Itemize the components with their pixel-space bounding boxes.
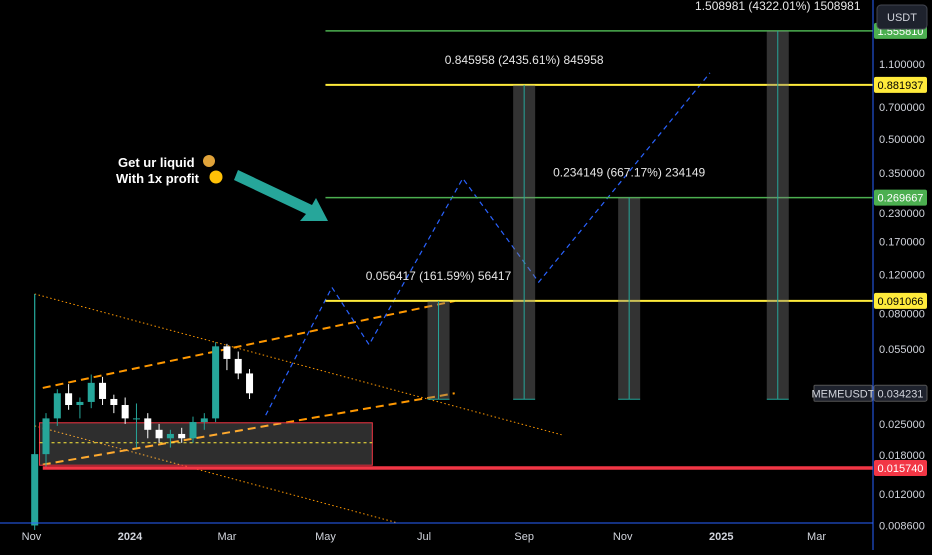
y-tick-label: 0.055000 — [879, 344, 925, 356]
callout-arrow-icon — [234, 170, 328, 221]
y-tick-label: 0.080000 — [879, 308, 925, 320]
candle-body — [155, 429, 163, 439]
currency-button-label[interactable]: USDT — [887, 12, 917, 24]
price-level-tag — [874, 76, 927, 93]
price-level-tag-label: 0.091066 — [878, 296, 924, 308]
y-tick-label: 0.500000 — [879, 134, 925, 146]
channel-lower-line — [34, 425, 401, 523]
y-tick-label: 0.230000 — [879, 208, 925, 220]
candle-body — [65, 393, 73, 406]
candle-body — [132, 418, 140, 420]
candle-body — [31, 454, 39, 526]
price-level-tag — [874, 292, 927, 309]
y-tick-label: 0.170000 — [879, 237, 925, 249]
candle-body — [178, 433, 186, 439]
last-price-tag — [873, 384, 928, 402]
candle-body — [166, 433, 174, 439]
y-tick-label: 1.100000 — [879, 59, 925, 71]
x-tick-label: Sep — [514, 531, 534, 543]
candle-body — [53, 393, 61, 419]
candle-body — [87, 382, 95, 402]
x-tick-label: Mar — [807, 531, 826, 543]
x-tick-label: 2025 — [709, 531, 733, 543]
candle-body — [223, 346, 231, 359]
candle-body — [110, 398, 118, 406]
x-tick-label: 2024 — [118, 531, 143, 543]
projection-path — [265, 72, 711, 416]
range-box — [39, 422, 373, 466]
last-price-label: 0.034231 — [878, 388, 924, 400]
x-tick-label: Nov — [22, 531, 42, 543]
target-label: 1.508981 (4322.01%) 1508981 — [695, 0, 861, 13]
target-label: 0.056417 (161.59%) 56417 — [366, 269, 512, 283]
candles-layer — [31, 293, 254, 530]
x-tick-label: May — [315, 531, 336, 543]
price-level-tag-label: 0.881937 — [878, 80, 924, 92]
y-tick-label: 0.120000 — [879, 270, 925, 282]
channel-upper-line — [34, 293, 564, 436]
symbol-tag — [813, 384, 873, 402]
callout-line-2: With 1x profit — [116, 171, 200, 186]
x-tick-label: Jul — [417, 531, 431, 543]
target-label: 0.234149 (667.17%) 234149 — [553, 166, 705, 180]
candle-body — [42, 418, 50, 455]
candle-body — [200, 418, 208, 423]
price-level-tag-label: 0.015740 — [878, 463, 924, 475]
price-level-tag — [874, 459, 927, 476]
candle-body — [99, 382, 107, 399]
y-tick-label: 0.700000 — [879, 102, 925, 114]
y-tick-label: 0.012000 — [879, 489, 925, 501]
candle-body — [189, 422, 197, 439]
currency-button[interactable] — [876, 4, 928, 30]
callout-layer: Get ur liquid With 1x profit — [116, 155, 328, 221]
price-level-tag-label: 0.269667 — [878, 193, 924, 205]
y-tick-label: 0.008600 — [879, 520, 925, 532]
targets-layer: 0.056417 (161.59%) 56417 0.845958 (2435.6… — [366, 0, 861, 400]
ascending-channel-upper-line — [42, 300, 455, 389]
y-tick-label: 0.350000 — [879, 168, 925, 180]
y-tick-label: 0.018000 — [879, 450, 925, 462]
laughing-face-icon — [209, 170, 223, 184]
x-tick-label: Mar — [217, 531, 236, 543]
trendlines-layer — [34, 72, 711, 523]
candle-body — [212, 346, 220, 419]
ascending-channel-lower-line — [42, 392, 455, 466]
candle-body — [121, 405, 129, 419]
x-tick-label: Nov — [613, 531, 633, 543]
candle-body — [76, 401, 84, 406]
y-tick-label: 0.025000 — [879, 419, 925, 431]
price-level-tag — [874, 189, 927, 206]
target-label: 0.845958 (2435.61%) 845958 — [445, 53, 604, 67]
callout-line-1: Get ur liquid — [118, 155, 195, 170]
symbol-tag-label: MEMEUSDT — [812, 388, 875, 400]
candle-body — [144, 418, 152, 430]
money-bag-icon — [203, 155, 215, 167]
candle-body — [246, 373, 254, 394]
candle-body — [234, 358, 242, 374]
